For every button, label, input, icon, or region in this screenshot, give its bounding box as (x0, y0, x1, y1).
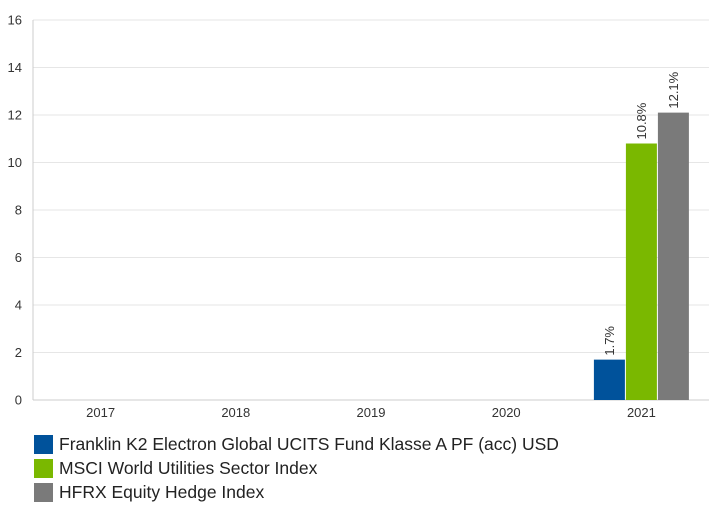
y-tick-label: 14 (8, 60, 22, 75)
legend-item: Franklin K2 Electron Global UCITS Fund K… (34, 432, 559, 456)
legend-label: Franklin K2 Electron Global UCITS Fund K… (59, 433, 559, 454)
data-label: 1.7% (602, 326, 617, 356)
bar (593, 359, 625, 400)
legend-swatch (34, 458, 53, 478)
chart-plot: 0 2 4 6 8 10 12 14 16 2017 2018 2019 2020 2021 1.7% 10.… (8, 13, 709, 420)
y-tick-label: 4 (15, 298, 22, 313)
legend-swatch (34, 482, 53, 502)
y-tick-label: 2 (15, 345, 22, 360)
data-label: 12.1% (666, 71, 681, 108)
y-tick-label: 10 (8, 155, 22, 170)
y-tick-label: 6 (15, 250, 22, 265)
legend-label: MSCI World Utilities Sector Index (59, 457, 318, 478)
x-tick-label: 2018 (221, 405, 250, 420)
y-tick-label: 0 (15, 393, 22, 408)
legend-item: MSCI World Utilities Sector Index (34, 456, 559, 480)
bar (625, 143, 657, 400)
legend-label: HFRX Equity Hedge Index (59, 481, 265, 502)
data-label: 10.8% (634, 102, 649, 139)
x-tick-label: 2017 (86, 405, 115, 420)
x-tick-label: 2019 (357, 405, 386, 420)
legend: Franklin K2 Electron Global UCITS Fund K… (34, 432, 559, 504)
y-tick-label: 8 (15, 203, 22, 218)
legend-item: HFRX Equity Hedge Index (34, 480, 559, 504)
legend-swatch (34, 434, 53, 454)
x-tick-label: 2021 (627, 405, 656, 420)
x-tick-label: 2020 (492, 405, 521, 420)
y-tick-label: 12 (8, 108, 22, 123)
bar (657, 112, 689, 400)
y-tick-label: 16 (8, 13, 22, 28)
